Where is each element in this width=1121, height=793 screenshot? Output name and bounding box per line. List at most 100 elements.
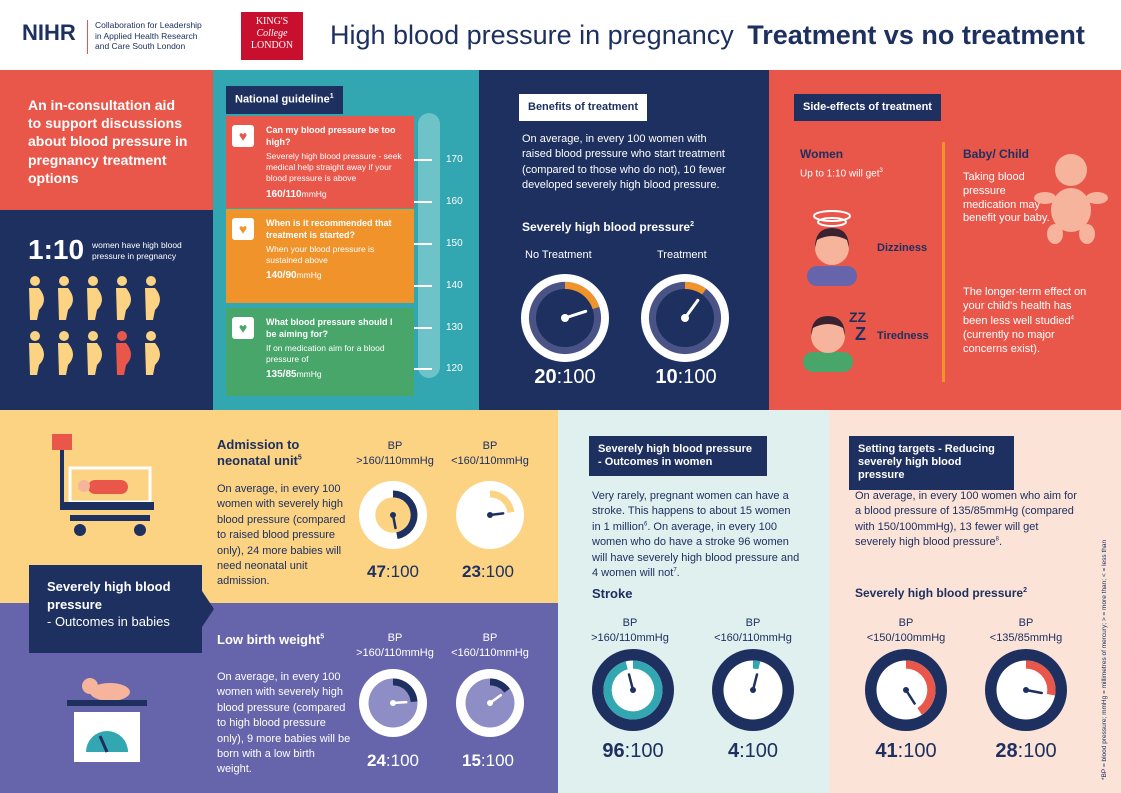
ratio-10: 10:100 [655,366,717,388]
baby-title: Baby/ Child [963,147,1030,161]
women-text: Up to 1:10 will get3 [800,168,883,180]
prevalence-panel: 1:10 women have high blood pressure in p… [0,210,213,410]
lbw-text: On average, in every 100 women with seve… [217,671,351,776]
ratio-24: 24:100 [366,751,420,770]
header: NIHR Collaboration for Leadership in App… [0,0,1121,70]
pregnant-woman-icon [58,331,73,375]
kings-logo: KING'S College LONDON [241,12,303,60]
prevalence-ratio: 1:10 [28,234,85,265]
stroke-label: Stroke [592,586,633,601]
side-effects-title: Side-effects of treatment [794,94,941,122]
treatment-label: Treatment [657,249,707,261]
scale-label: 120 [446,363,463,374]
bp-label: BP <160/110mmHg [714,617,792,644]
ratio-28: 28:100 [995,740,1057,762]
dial-pivot [903,687,909,693]
lbw-title: Low birth weight5 [217,632,325,647]
baby-scale-icon [67,678,147,762]
dial-admission-high [359,481,427,549]
scale-label: 160 [446,196,463,207]
svg-text:Z: Z [855,324,866,344]
guideline-item-3: ♥ What blood pressure should I be aiming… [226,308,414,396]
pregnant-woman-icon [29,331,44,375]
divider [942,142,945,382]
scale-tick [414,243,432,245]
dial-pivot [487,512,493,518]
baby-text: Taking blood pressure medication may ben… [963,171,1050,225]
dial-pivot [750,687,756,693]
heart-icon: ♥ [232,317,254,339]
heart-icon: ♥ [232,125,254,147]
scale-tick [414,327,432,329]
no-treatment-label: No Treatment [525,249,592,261]
guideline-item-2: ♥ When is it recommended that treatment … [226,209,414,303]
dial-pivot [487,700,493,706]
women-outcomes-text: Very rarely, pregnant women can have a s… [592,490,800,579]
scale-tick [414,368,432,370]
bp-label: BP <135/85mmHg [989,617,1063,644]
pregnant-woman-icon [116,276,131,320]
scale-label: 140 [446,280,463,291]
bp-label: BP >160/110mmHg [356,632,434,659]
bp-label: BP >160/110mmHg [591,617,669,644]
svg-text:ZZ: ZZ [849,309,867,325]
pregnant-woman-icon [87,276,102,320]
tiredness-icon: ZZ Z [803,309,867,372]
pregnant-woman-icon [116,331,131,375]
women-outcomes-panel: Severely high blood pressure - Outcomes … [558,410,829,793]
dial-pivot [630,687,636,693]
women-outcomes-title: Severely high blood pressure - Outcomes … [589,436,767,477]
tiredness-label: Tiredness [877,330,929,342]
intro-text: An in-consultation aid to support discus… [28,97,188,186]
dial-pivot [1023,687,1029,693]
side-effects-panel: Side-effects of treatment Women Up to 1:… [769,70,1121,410]
ratio-20: 20:100 [534,366,596,388]
bp-label: BP <160/110mmHg [451,632,529,659]
ratio-47: 47:100 [366,562,420,581]
dizziness-icon [807,210,857,286]
babies-label-arrow [202,591,214,627]
bp-label: BP <150/100mmHg [866,617,946,644]
dizziness-label: Dizziness [877,242,928,254]
footnote: *BP = blood pressure; mmHg = millimetres… [1101,539,1108,780]
dial-treatment [641,274,729,362]
long-term-text: The longer-term effect on your child's h… [963,286,1087,356]
dial-target-150 [865,649,947,731]
scale-tick [414,159,432,161]
benefits-title: Benefits of treatment [519,94,648,122]
ratio-41: 41:100 [875,740,937,762]
guideline-title: National guideline1 [226,86,343,114]
benefits-text: On average, in every 100 women with rais… [522,133,726,192]
scale-tick [414,285,432,287]
page-title: High blood pressure in pregnancy Treatme… [330,20,1085,50]
babies-label-box: Severely high blood pressure - Outcomes … [29,565,202,653]
bp-label: BP <160/110mmHg [451,440,529,467]
nihr-logo: NIHR [22,20,76,45]
incubator-icon [52,434,154,536]
pregnant-women-icons [29,276,160,375]
baby-icon [1034,154,1108,244]
bp-label: BP >160/110mmHg [356,440,434,467]
ratio-23: 23:100 [461,562,515,581]
pregnant-woman-icon [145,331,160,375]
benefits-panel: Benefits of treatment On average, in eve… [479,70,769,410]
dial-pivot [681,314,689,322]
scale-label: 170 [446,154,463,165]
dial-pivot [390,512,396,518]
intro-panel: An in-consultation aid to support discus… [0,70,213,210]
targets-title: Setting targets - Reducing severely high… [849,436,1014,490]
ratio-15: 15:100 [461,751,515,770]
pregnant-woman-icon [87,331,102,375]
scale-label: 150 [446,238,463,249]
pregnant-woman-icon [29,276,44,320]
targets-text: On average, in every 100 women who aim f… [855,490,1077,549]
guideline-scale-bar [418,113,440,378]
clahrc-text: Collaboration for Leadership in Applied … [95,20,202,52]
dial-lbw-high [359,669,427,737]
dial-pivot [390,700,396,706]
dial-lbw-low [456,669,524,737]
pregnant-woman-icon [145,276,160,320]
targets-subtitle: Severely high blood pressure2 [855,586,1027,600]
targets-panel: Setting targets - Reducing severely high… [829,410,1121,793]
ratio-4: 4:100 [727,740,779,762]
